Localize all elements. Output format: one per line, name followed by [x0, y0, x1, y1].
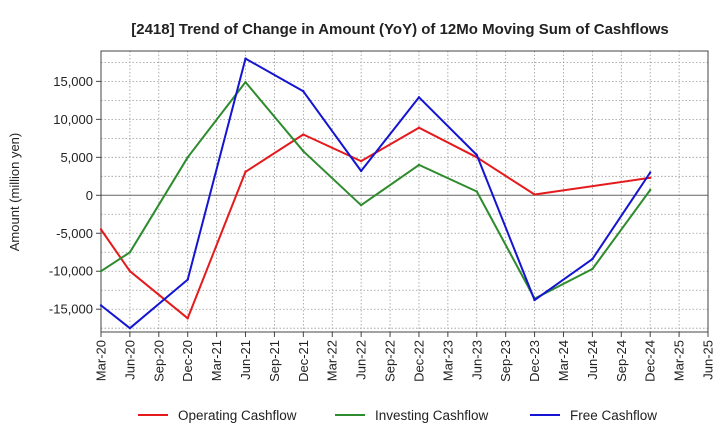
data-point — [99, 270, 103, 273]
x-tick-label: Jun-24 — [585, 340, 600, 380]
y-axis-label: Amount (million yen) — [7, 133, 22, 252]
x-tick-label: Dec-20 — [180, 340, 195, 382]
x-tick-label: Jun-20 — [122, 340, 137, 380]
data-point — [302, 90, 305, 93]
data-point — [359, 159, 363, 163]
x-tick-label: Jun-25 — [701, 340, 716, 380]
x-tick-label: Mar-20 — [94, 340, 109, 381]
data-point — [648, 171, 652, 174]
y-tick-label: 15,000 — [53, 74, 93, 89]
series-lines — [99, 57, 652, 330]
x-tick-label: Jun-22 — [354, 340, 369, 380]
data-point — [475, 153, 478, 157]
data-point — [244, 170, 247, 173]
y-tick-label: -15,000 — [49, 302, 93, 317]
data-point — [417, 126, 421, 129]
data-point — [244, 80, 247, 84]
legend-label: Free Cashflow — [570, 408, 657, 423]
x-tick-label: Sep-24 — [614, 340, 629, 382]
x-tick-label: Sep-20 — [151, 340, 166, 382]
y-tick-label: -10,000 — [49, 264, 93, 279]
data-point — [99, 228, 103, 231]
y-tick-label: 0 — [86, 188, 93, 203]
data-point — [128, 270, 132, 273]
x-tick-label: Sep-23 — [498, 340, 513, 382]
grid — [100, 51, 709, 332]
legend-label: Operating Cashflow — [178, 408, 297, 423]
data-point — [99, 304, 103, 307]
y-tick-label: 5,000 — [60, 150, 93, 165]
y-tick-label: -5,000 — [56, 226, 93, 241]
y-tick-label: 10,000 — [53, 112, 93, 127]
axes: -15,000 -10,000 -5,000 0 5,000 10,000 15,000 Ma… — [49, 50, 716, 382]
x-tick-label: Dec-24 — [643, 340, 658, 382]
series-line-free-cashflow — [100, 57, 652, 330]
data-point — [186, 317, 189, 320]
chart-title: [2418] Trend of Change in Amount (YoY) o… — [131, 21, 669, 38]
x-tick-label: Mar-24 — [556, 340, 571, 381]
data-point — [244, 57, 247, 60]
x-tick-label: Jun-21 — [238, 340, 253, 380]
data-point — [648, 176, 652, 180]
data-point — [186, 278, 189, 281]
data-point — [533, 298, 536, 302]
data-point — [359, 203, 363, 207]
data-point — [475, 190, 478, 193]
x-tick-label: Mar-23 — [440, 340, 455, 381]
data-point — [648, 188, 652, 192]
x-tick-label: Sep-22 — [383, 340, 398, 382]
data-point — [186, 156, 189, 159]
x-tick-label: Mar-25 — [672, 340, 687, 381]
x-tick-label: Mar-21 — [209, 340, 224, 381]
data-point — [128, 327, 132, 330]
data-point — [533, 193, 536, 196]
data-point — [417, 96, 421, 99]
x-tick-label: Dec-23 — [527, 340, 542, 382]
legend: Operating Cashflow Investing Cashflow Free… — [138, 408, 657, 423]
data-point — [302, 150, 305, 153]
data-point — [359, 169, 363, 173]
x-tick-label: Mar-22 — [325, 340, 340, 381]
legend-label: Investing Cashflow — [375, 408, 489, 423]
data-point — [417, 163, 421, 167]
x-tick-label: Sep-21 — [267, 340, 282, 382]
plot-frame — [100, 50, 709, 333]
data-point — [591, 267, 594, 271]
data-point — [128, 251, 132, 254]
x-tick-label: Jun-23 — [469, 340, 484, 380]
data-point — [302, 133, 305, 136]
x-tick-label: Dec-22 — [411, 340, 426, 382]
data-point — [591, 257, 594, 261]
series-line-operating-cashflow — [100, 126, 651, 320]
x-tick-label: Dec-21 — [296, 340, 311, 382]
